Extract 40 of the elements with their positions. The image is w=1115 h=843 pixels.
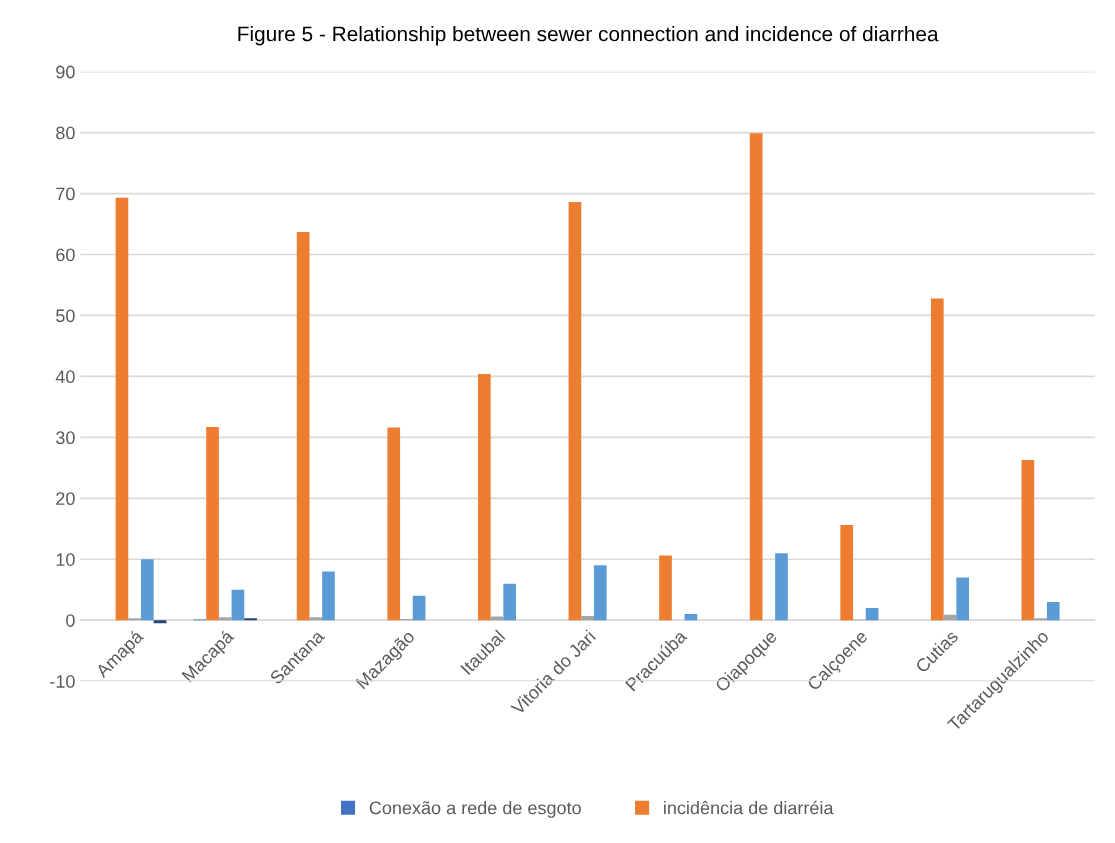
y-tick-label: -10: [50, 675, 75, 688]
bar: [581, 615, 594, 621]
y-tick-label: 60: [56, 248, 75, 262]
bar: [140, 559, 154, 621]
bar: [309, 617, 323, 621]
bar: [115, 197, 129, 621]
bar: [503, 583, 517, 621]
bar: [412, 595, 426, 621]
bar: [1021, 459, 1035, 621]
y-tick-label: 80: [56, 126, 75, 140]
bar: [749, 133, 763, 621]
y-tick-label: 90: [56, 65, 75, 79]
bar: [593, 565, 607, 621]
y-tick-label: 50: [56, 309, 75, 323]
bar: [477, 373, 491, 621]
bar: [296, 231, 310, 621]
bar: [684, 614, 698, 621]
y-tick-label: 30: [56, 431, 75, 445]
bar: [231, 589, 245, 621]
y-tick-label: 40: [55, 370, 75, 384]
bar: [840, 525, 854, 621]
bar: [153, 620, 167, 624]
bar: [568, 202, 582, 621]
bar: [659, 555, 672, 621]
bar: [322, 571, 335, 621]
y-tick-label: 20: [56, 492, 75, 506]
bar: [1046, 601, 1060, 621]
bar: [775, 553, 788, 621]
bar: [206, 426, 219, 621]
y-tick-label: 0: [66, 614, 75, 627]
y-tick-label: 70: [56, 187, 75, 201]
chart-title: Figure 5 - Relationship between sewer connection and incidence of diarrhea: [238, 26, 939, 46]
bar: [956, 577, 969, 621]
bar: [387, 427, 401, 621]
y-tick-label: 10: [56, 553, 75, 566]
bar: [930, 298, 944, 621]
bar: [218, 617, 232, 621]
bar: [865, 608, 879, 621]
legend-label: incidência de diarréia: [664, 800, 834, 815]
legend-label: Conexão a rede de esgoto: [369, 801, 581, 818]
